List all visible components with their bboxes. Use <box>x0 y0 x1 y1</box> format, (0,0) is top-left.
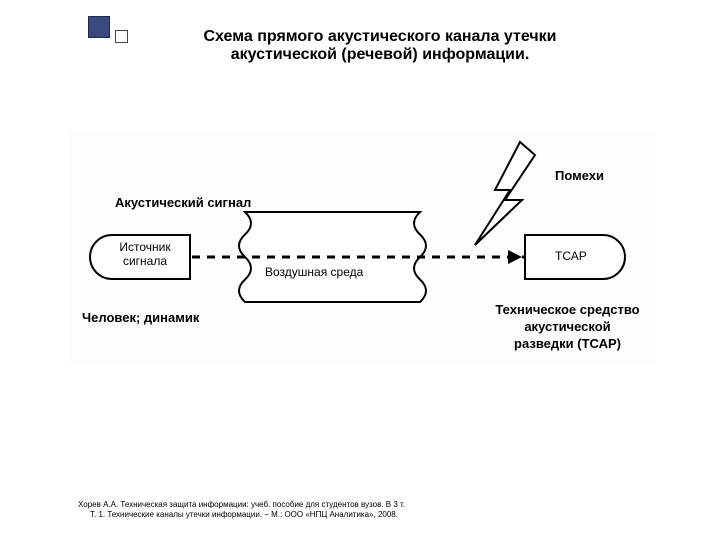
footnote: Хорев А.А. Техническая защита информации… <box>78 500 405 520</box>
label-acoustic-signal: Акустический сигнал <box>115 195 251 210</box>
label-noise: Помехи <box>555 168 604 183</box>
page: Схема прямого акустического канала утечк… <box>0 0 720 540</box>
footnote-l1: Хорев А.А. Техническая защита информации… <box>78 500 405 510</box>
footnote-l2: Т. 1. Технические каналы утечки информац… <box>78 510 405 520</box>
label-tcap: ТСАР <box>555 249 587 263</box>
label-medium: Воздушная среда <box>265 265 363 279</box>
label-human-speaker: Человек; динамик <box>82 310 199 325</box>
label-tcap-full: Техническое средство акустической развед… <box>465 302 670 353</box>
label-source: Источник сигнала <box>100 240 190 269</box>
